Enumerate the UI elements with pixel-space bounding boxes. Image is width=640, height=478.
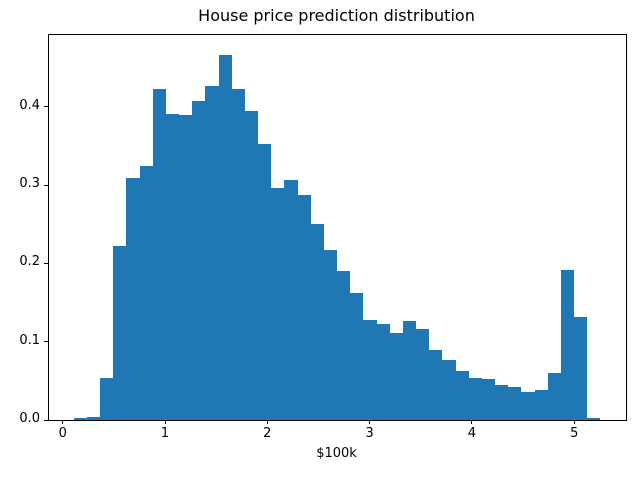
histogram-bar [113,246,127,420]
histogram-bar [192,101,206,420]
x-tick-mark [62,420,64,424]
histogram-bar [534,390,548,420]
histogram-bar [481,379,496,420]
y-tick-mark [44,184,48,186]
histogram-bar [73,418,87,420]
histogram-bar [310,224,324,420]
x-tick-label: 5 [570,426,579,441]
histogram-bar [416,329,430,420]
histogram-bar [547,373,561,420]
histogram-bar [205,85,219,420]
histogram-bar [337,271,351,420]
x-tick-label: 4 [467,426,477,441]
x-tick-mark [471,420,473,424]
x-axis-label: $100k [316,446,357,461]
histogram-bar [442,359,456,420]
histogram-bar [271,188,285,420]
histogram-bar [179,115,193,420]
histogram-bar [350,293,364,420]
x-tick-label: 1 [160,426,170,441]
histogram-bar [244,111,259,420]
histogram-bar [560,269,575,420]
x-tick-mark [369,420,371,424]
x-tick-label: 0 [58,426,67,441]
histogram-bar [126,177,140,420]
plot-area: 0 1 2 3 4 5 0.0 0.1 0.2 0.3 0.4 [19,34,627,441]
x-tick-mark [573,420,575,424]
histogram-bar [323,250,338,420]
histogram-bar [429,350,443,420]
histogram-bar [389,333,403,420]
y-tick-label: 0.2 [19,254,40,270]
histogram-bar [284,180,298,420]
x-tick-mark [266,420,268,424]
chart-title: House price prediction distribution [198,6,475,25]
histogram-bar [587,417,601,420]
y-tick-mark [44,419,48,421]
histogram-bar [495,384,509,420]
histogram-bar [468,377,482,420]
histogram-bar [86,416,101,420]
y-tick-label: 0.1 [19,332,40,348]
histogram-bar [521,391,535,420]
x-tick-mark [164,420,166,424]
y-tick-label: 0.0 [19,411,40,426]
x-tick-label: 3 [365,426,374,441]
y-tick-mark [44,341,48,343]
histogram-bar [297,195,311,420]
histogram-bar [218,54,232,420]
x-tick-label: 2 [263,426,272,441]
y-tick-mark [44,106,48,108]
histogram-bar [231,88,245,420]
y-tick-label: 0.3 [19,176,40,191]
histogram-bar [574,317,588,420]
histogram-bar [152,88,166,420]
y-tick-label: 0.4 [19,97,40,113]
histogram-bar [508,387,522,420]
histogram-bar [376,323,390,420]
histogram-bar [363,319,377,420]
y-tick-mark [44,262,48,264]
histogram-bar [455,370,469,420]
histogram-bar [139,166,153,420]
histogram-bar [258,144,272,420]
histogram-bar [402,321,417,420]
histogram-bar [100,377,114,420]
histogram-bar [165,113,180,420]
